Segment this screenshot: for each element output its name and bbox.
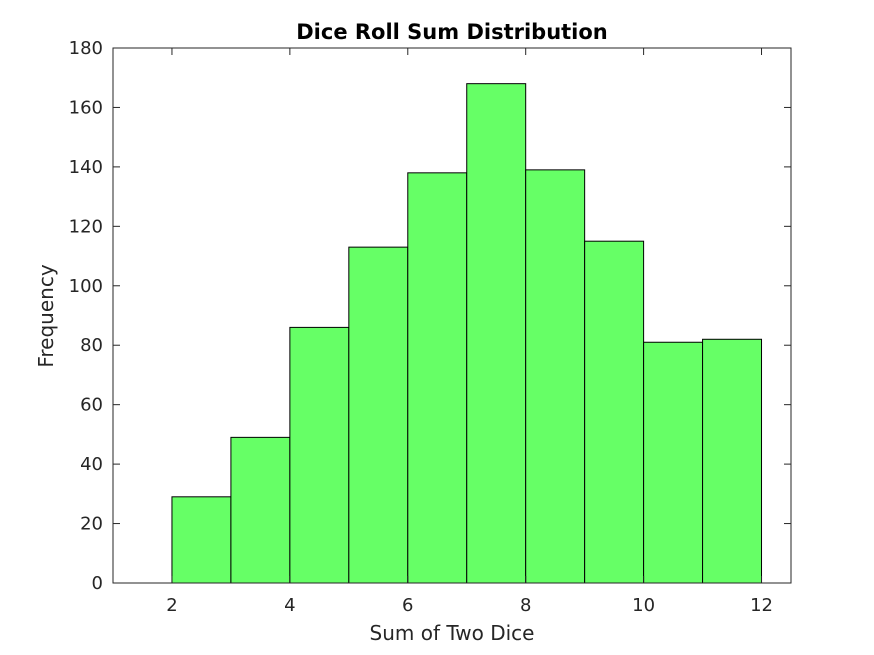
histogram-bar [230,436,291,584]
histogram-bar [348,246,409,584]
chart-title: Dice Roll Sum Distribution [296,20,608,44]
y-tick-label: 140 [69,157,103,178]
y-tick-label: 80 [80,335,103,356]
histogram-bar [466,83,527,584]
x-tick-label: 10 [632,595,655,616]
x-tick-label: 2 [166,595,177,616]
x-tick-label: 6 [402,595,413,616]
x-tick-label: 8 [520,595,531,616]
histogram-bar [643,341,704,584]
x-axis-ticks: 2 4 6 8 10 12 [166,48,773,616]
histogram-bar [407,172,468,584]
y-tick-label: 60 [80,395,103,416]
histogram-bar [525,169,586,584]
histogram-bar [584,240,645,584]
y-tick-label: 20 [80,514,103,535]
histogram-bar [702,338,763,584]
bars-group [171,83,763,584]
y-tick-label: 0 [92,573,103,594]
plot-area-frame [112,47,792,584]
y-tick-label: 100 [69,276,103,297]
histogram-bar [171,496,232,584]
x-tick-label: 12 [750,595,773,616]
y-tick-label: 120 [69,216,103,237]
y-tick-label: 40 [80,454,103,475]
y-axis-label: Frequency [34,264,58,367]
y-tick-label: 160 [69,97,103,118]
histogram-bar [289,326,350,584]
x-tick-label: 4 [284,595,295,616]
y-axis-ticks: 0 20 40 60 80 100 120 140 160 180 [69,38,791,594]
x-axis-label: Sum of Two Dice [370,621,535,645]
y-tick-label: 180 [69,38,103,59]
